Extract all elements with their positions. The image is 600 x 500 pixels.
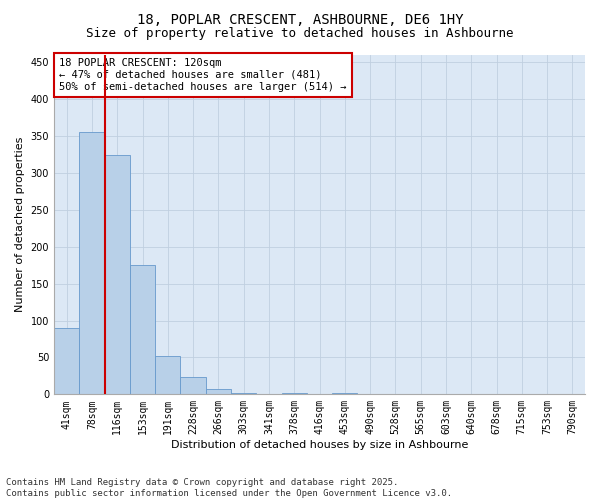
Bar (231, 393, 256, 394)
Bar (79, 132, 104, 394)
Bar (155, 356, 181, 395)
Bar (332, 393, 358, 394)
Y-axis label: Number of detached properties: Number of detached properties (15, 137, 25, 312)
Text: 18, POPLAR CRESCENT, ASHBOURNE, DE6 1HY: 18, POPLAR CRESCENT, ASHBOURNE, DE6 1HY (137, 12, 463, 26)
Bar (104, 154, 130, 394)
X-axis label: Distribution of detached houses by size in Ashbourne: Distribution of detached houses by size … (171, 440, 468, 450)
Text: Contains HM Land Registry data © Crown copyright and database right 2025.
Contai: Contains HM Land Registry data © Crown c… (6, 478, 452, 498)
Bar (181, 378, 206, 394)
Bar (54, 328, 79, 394)
Bar (130, 265, 155, 394)
Bar (206, 389, 231, 394)
Text: Size of property relative to detached houses in Ashbourne: Size of property relative to detached ho… (86, 28, 514, 40)
Bar (281, 393, 307, 394)
Text: 18 POPLAR CRESCENT: 120sqm
← 47% of detached houses are smaller (481)
50% of sem: 18 POPLAR CRESCENT: 120sqm ← 47% of deta… (59, 58, 347, 92)
